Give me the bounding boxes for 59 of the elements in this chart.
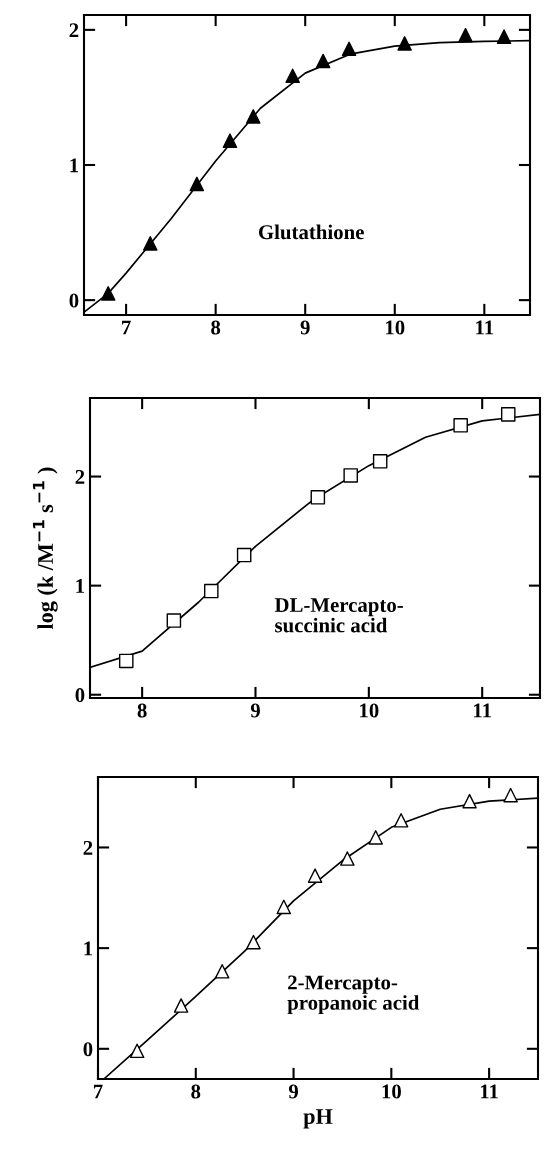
y-tick-label: 0 <box>83 1042 93 1057</box>
x-tick-label: 11 <box>480 1084 498 1099</box>
x-tick-label: 9 <box>250 703 260 718</box>
point <box>496 29 512 44</box>
y-tick-label: 2 <box>69 23 79 38</box>
point <box>310 489 326 505</box>
y-tick-label: 2 <box>75 469 85 484</box>
point <box>173 998 189 1013</box>
point <box>458 27 473 43</box>
point <box>503 787 518 803</box>
point <box>372 453 388 469</box>
annotation: 2-Mercapto- propanoic acid <box>287 975 420 1015</box>
y-tick-label: 2 <box>83 840 93 855</box>
x-tick-label: 7 <box>93 1084 103 1099</box>
point <box>100 286 116 301</box>
y-tick-label: 0 <box>69 293 79 308</box>
x-tick-label: 8 <box>211 320 221 335</box>
x-tick-label: 10 <box>360 703 379 718</box>
point <box>246 934 261 950</box>
point <box>285 68 300 84</box>
x-tick-label: 7 <box>122 320 131 335</box>
point <box>340 851 355 866</box>
point <box>276 899 292 915</box>
x-tick-label: 8 <box>137 703 147 718</box>
annotation: DL-Mercapto- succinic acid <box>274 598 403 633</box>
x-tick-label: 10 <box>386 320 405 335</box>
x-tick-label: 10 <box>382 1084 401 1099</box>
point <box>118 653 134 669</box>
point <box>397 36 412 51</box>
point <box>236 547 252 563</box>
x-tick-label: 8 <box>191 1084 201 1099</box>
x-tick-label: 9 <box>288 1084 299 1099</box>
x-tick-label: 11 <box>476 320 494 335</box>
x-tick-label: 9 <box>300 320 310 335</box>
point <box>307 868 323 883</box>
point <box>368 830 383 845</box>
point <box>462 793 477 809</box>
point <box>189 176 205 192</box>
point <box>343 468 358 483</box>
point <box>341 41 357 57</box>
y-axis-title: log (k /M$^{−1}$ s$^{−1}$ ) <box>32 467 58 630</box>
point <box>222 133 238 148</box>
point <box>500 407 516 422</box>
y-tick-label: 1 <box>70 158 79 173</box>
y-tick-label: 1 <box>84 941 93 956</box>
point <box>315 53 331 69</box>
point <box>453 417 468 433</box>
y-tick-label: 1 <box>76 579 85 593</box>
point <box>166 613 182 628</box>
point <box>129 1043 145 1059</box>
point <box>245 109 261 124</box>
x-tick-label: 11 <box>474 703 491 718</box>
point <box>214 964 230 979</box>
point <box>393 813 409 828</box>
point <box>204 583 219 599</box>
x-axis-title: pH <box>303 1109 333 1129</box>
annotation: Glutathione <box>258 224 364 240</box>
point <box>142 236 158 251</box>
y-tick-label: 0 <box>75 688 85 703</box>
